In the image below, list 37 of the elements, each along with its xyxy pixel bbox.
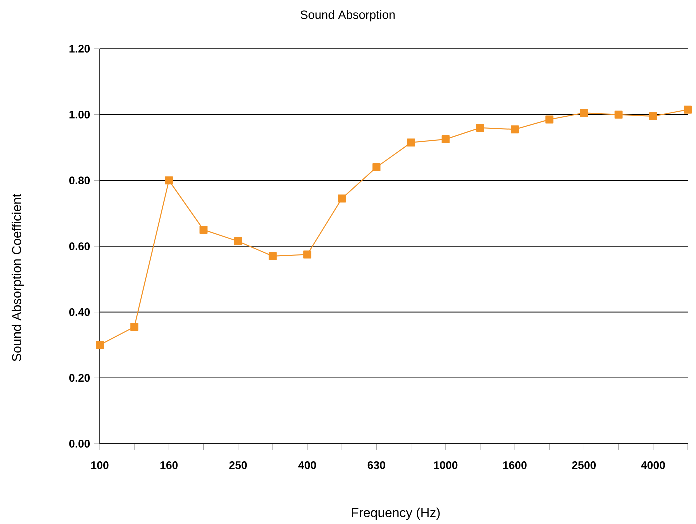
point [234, 238, 242, 246]
point [268, 252, 277, 260]
y-axis-title: Sound Absorption Coefficient [12, 194, 24, 362]
point [442, 136, 450, 144]
point [614, 110, 623, 119]
point [684, 106, 692, 114]
y-tick-label: 0.00 [70, 440, 90, 448]
y-tick-label: 0.40 [70, 308, 90, 316]
point [304, 250, 312, 259]
chart-title: Sound Absorption [300, 10, 395, 22]
x-tick-label: 100 [92, 462, 109, 470]
point [407, 138, 416, 147]
point [200, 226, 208, 234]
point [649, 112, 658, 120]
point [372, 163, 381, 172]
point [130, 323, 139, 332]
x-tick-label: 4000 [641, 462, 666, 470]
point [338, 194, 346, 203]
y-tick-label: 1.00 [70, 110, 90, 119]
x-tick-label: 400 [298, 462, 316, 470]
x-tick-label: 1600 [504, 462, 527, 470]
point [476, 124, 484, 132]
y-tick-label: 0.60 [70, 242, 90, 250]
x-tick-label: 160 [160, 462, 178, 470]
y-tick-label: 1.20 [70, 45, 90, 53]
x-tick-label: 250 [230, 462, 248, 470]
y-tick-label: 0.20 [70, 374, 90, 382]
x-axis-title: Frequency (Hz) [352, 508, 440, 520]
point [546, 116, 554, 124]
point [580, 109, 588, 118]
x-tick-label: 630 [368, 462, 386, 470]
y-tick-label: 0.80 [70, 176, 90, 185]
point [96, 341, 104, 350]
x-tick-label: 1000 [434, 462, 458, 470]
point [165, 176, 174, 185]
point [511, 126, 520, 134]
x-tick-label: 2500 [572, 462, 596, 470]
